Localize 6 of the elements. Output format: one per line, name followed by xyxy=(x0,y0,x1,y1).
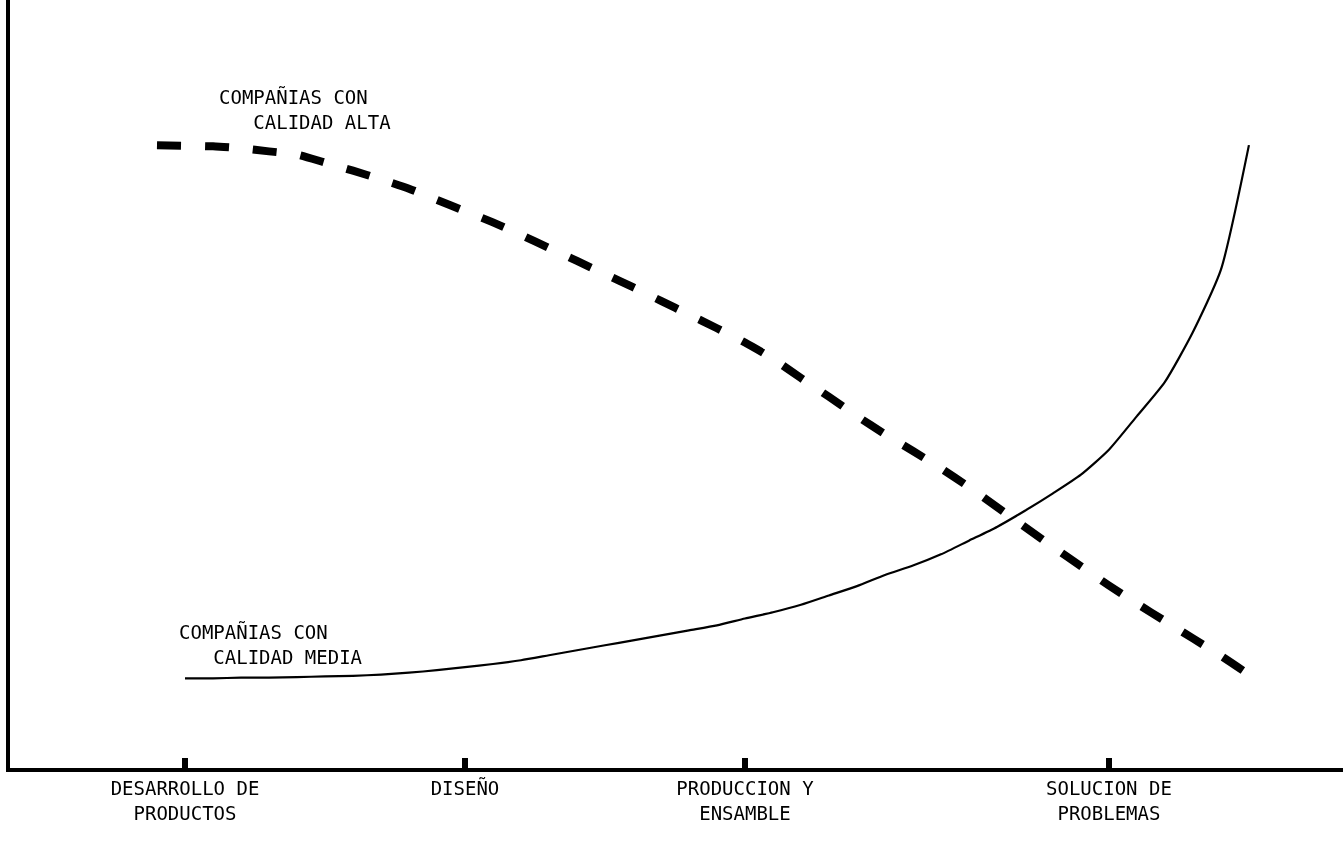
series-label: COMPAÑIAS CON CALIDAD MEDIA xyxy=(179,621,363,668)
x-tick-label: DESARROLLO DE PRODUCTOS xyxy=(110,776,260,824)
x-tick-label: DISEÑO xyxy=(430,776,500,799)
x-tick-label: SOLUCION DE PROBLEMAS xyxy=(1046,776,1172,824)
series-label: COMPAÑIAS CON CALIDAD ALTA xyxy=(219,86,392,133)
x-tick-label: PRODUCCION Y ENSAMBLE xyxy=(676,776,815,824)
